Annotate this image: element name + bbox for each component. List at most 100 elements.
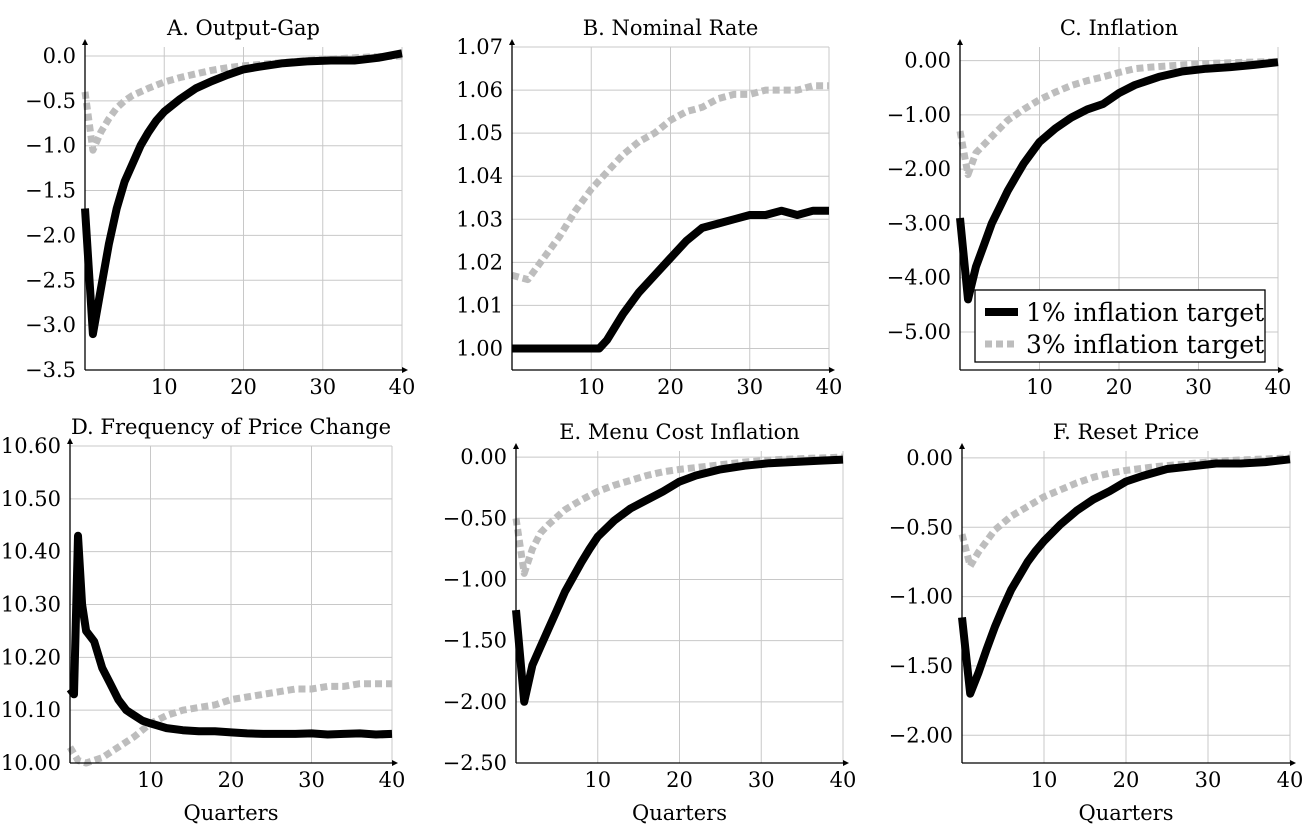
panel-title: D. Frequency of Price Change: [71, 415, 391, 439]
x-axis-arrow: [402, 367, 408, 373]
y-tick-label: 10.00: [1, 751, 61, 775]
series-line-1pct: [81, 49, 403, 339]
panel-title: E. Menu Cost Inflation: [559, 420, 800, 444]
y-tick-label: −1.50: [443, 629, 507, 653]
y-tick-label: −1.0: [25, 134, 76, 158]
y-tick-label: −4.00: [887, 266, 951, 290]
x-tick-label: 10: [1026, 375, 1053, 399]
x-tick-label: 20: [666, 768, 693, 792]
x-tick-label: 40: [389, 375, 416, 399]
x-tick-label: 20: [1106, 375, 1133, 399]
x-axis-arrow: [829, 367, 835, 373]
panel-d: 10 20 30 40 10.00 10.10 10.20 10.30 10.40 10.50 10…: [1, 415, 405, 825]
legend-box: [974, 289, 1266, 363]
y-tick-label: −3.00: [887, 211, 951, 235]
y-axis-arrow: [957, 39, 963, 45]
x-tick-label: 40: [379, 768, 406, 792]
y-tick-label: −2.50: [443, 751, 507, 775]
x-axis-label: Quarters: [1079, 801, 1174, 825]
y-axis-arrow: [513, 443, 519, 449]
x-tick-label: 10: [578, 375, 605, 399]
x-tick-label: 30: [736, 375, 763, 399]
panel-title: A. Output-Gap: [166, 16, 320, 40]
x-tick-label: 10: [137, 768, 164, 792]
y-tick-label: 1.06: [456, 78, 503, 102]
panel-title: F. Reset Price: [1053, 420, 1199, 444]
x-tick-label: 10: [151, 375, 178, 399]
series-line-3pct: [81, 52, 403, 154]
y-axis-arrow: [959, 443, 965, 449]
y-tick-label: 10.30: [1, 593, 61, 617]
x-axis-arrow: [1290, 760, 1296, 766]
x-tick-label: 20: [1113, 768, 1140, 792]
x-tick-label: 40: [1265, 375, 1292, 399]
y-tick-label: −3.0: [25, 313, 76, 337]
series-line-1pct: [66, 531, 393, 739]
panel-f: 10 20 30 40 0.00 −0.50 −1.00 −1.50 −2.00 F. Reset…: [889, 420, 1304, 825]
y-tick-label: 1.05: [456, 121, 503, 145]
series-line-1pct: [956, 58, 1279, 304]
x-tick-label: 40: [816, 375, 843, 399]
y-tick-label: 1.00: [456, 336, 503, 360]
panel-a: 10 20 30 40 0.0 −0.5 −1.0 −1.5 −2.0 −2.5 −3.0 −3.5 A…: [25, 16, 415, 399]
y-axis-arrow: [509, 39, 515, 45]
y-tick-label: 10.20: [1, 645, 61, 669]
series-line-1pct: [958, 455, 1291, 698]
y-tick-label: −0.50: [889, 515, 953, 539]
y-tick-label: −5.00: [887, 320, 951, 344]
y-tick-label: −1.50: [889, 654, 953, 678]
x-tick-label: 40: [830, 768, 857, 792]
x-tick-label: 30: [309, 375, 336, 399]
panel-e: 10 20 30 40 0.00 −0.50 −1.00 −1.50 −2.00 −2.50 E. …: [443, 420, 857, 825]
y-tick-label: 1.03: [456, 207, 503, 231]
x-tick-label: 10: [584, 768, 611, 792]
y-tick-label: 0.00: [904, 49, 951, 73]
y-axis-arrow: [67, 438, 73, 444]
series-line-1pct: [512, 206, 829, 353]
y-tick-label: −1.00: [443, 567, 507, 591]
y-tick-label: 1.02: [456, 250, 503, 274]
y-tick-label: 1.07: [456, 35, 503, 59]
series-line-1pct: [512, 455, 844, 706]
x-tick-label: 30: [748, 768, 775, 792]
y-tick-label: −3.5: [25, 358, 76, 382]
legend: 1% inflation target 3% inflation target: [974, 289, 1266, 363]
x-tick-label: 20: [230, 375, 257, 399]
y-tick-label: −2.0: [25, 223, 76, 247]
y-tick-label: −2.00: [443, 690, 507, 714]
series-line-3pct: [511, 82, 829, 284]
y-tick-label: −0.50: [443, 506, 507, 530]
y-tick-label: 0.0: [43, 44, 76, 68]
x-axis-arrow: [843, 760, 849, 766]
x-tick-label: 10: [1031, 768, 1058, 792]
y-tick-label: 1.01: [456, 293, 503, 317]
series-line-3pct: [958, 454, 1291, 570]
x-tick-label: 30: [1185, 375, 1212, 399]
panel-b: 10 20 30 40 1.00 1.01 1.02 1.03 1.04 1.05 1.06 1.07…: [456, 16, 842, 399]
y-tick-label: −2.00: [887, 157, 951, 181]
x-axis-arrow: [1278, 367, 1284, 373]
y-tick-label: −1.00: [887, 103, 951, 127]
y-axis-arrow: [82, 39, 88, 45]
y-tick-label: −1.5: [25, 179, 76, 203]
series-line-3pct: [67, 680, 392, 767]
y-tick-label: −2.5: [25, 268, 76, 292]
x-axis-label: Quarters: [184, 801, 279, 825]
x-tick-label: 40: [1277, 768, 1304, 792]
series-line-3pct: [956, 58, 1279, 179]
x-axis-arrow: [392, 760, 398, 766]
y-tick-label: 10.50: [1, 487, 61, 511]
y-tick-label: 10.40: [1, 540, 61, 564]
y-tick-label: −0.5: [25, 89, 76, 113]
x-tick-label: 30: [1195, 768, 1222, 792]
y-tick-label: 0.00: [460, 445, 507, 469]
panel-title: B. Nominal Rate: [583, 16, 759, 40]
x-axis-label: Quarters: [632, 801, 727, 825]
legend-label: 1% inflation target: [1026, 298, 1264, 327]
y-tick-label: −2.00: [889, 723, 953, 747]
y-tick-label: 10.10: [1, 698, 61, 722]
y-tick-label: 10.60: [1, 434, 61, 458]
y-tick-label: 1.04: [456, 164, 503, 188]
x-tick-label: 20: [657, 375, 684, 399]
